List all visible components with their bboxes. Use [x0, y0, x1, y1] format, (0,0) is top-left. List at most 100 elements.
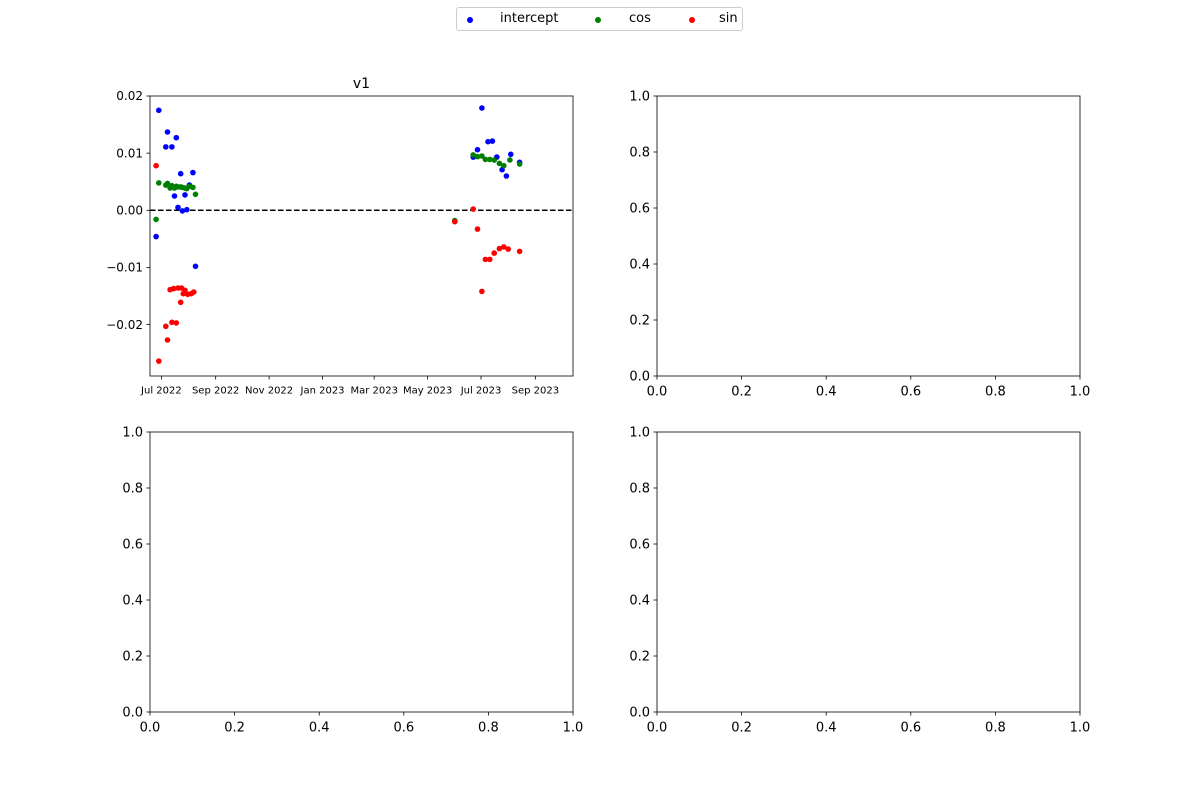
- y-tick-label: 0.00: [116, 203, 143, 217]
- x-tick-label: 0.4: [309, 721, 330, 736]
- data-point-intercept: [179, 208, 186, 214]
- y-tick-label: 0.8: [629, 482, 650, 497]
- data-point-sin: [479, 288, 485, 295]
- y-tick-label: 0.6: [122, 538, 143, 553]
- x-tick-label: 0.2: [731, 385, 752, 400]
- plot-frame-empty: [149, 431, 574, 713]
- data-point-sin: [482, 256, 489, 263]
- data-point-sin: [191, 289, 197, 295]
- y-tick-label: −0.01: [106, 261, 143, 275]
- data-point-cos: [501, 162, 507, 169]
- y-tick-label: 1.0: [629, 90, 650, 105]
- y-tick-label: 0.2: [629, 314, 650, 329]
- data-point-intercept: [489, 138, 496, 144]
- legend-marker-sin: [689, 17, 695, 23]
- data-point-cos: [190, 184, 196, 191]
- data-point-intercept: [184, 206, 190, 213]
- data-point-sin: [487, 256, 493, 263]
- x-tick-label: 0.2: [731, 721, 752, 736]
- y-tick-label: 0.0: [122, 706, 143, 721]
- x-tick-label: 0.0: [140, 721, 161, 736]
- data-point-intercept: [485, 138, 491, 145]
- data-point-sin: [163, 323, 169, 330]
- data-point-intercept: [173, 134, 180, 141]
- data-point-intercept: [192, 263, 199, 270]
- x-tick-label: 0.2: [224, 721, 245, 736]
- data-point-intercept: [190, 169, 196, 176]
- x-tick-label: 1.0: [563, 721, 584, 736]
- data-point-sin: [474, 226, 481, 232]
- x-tick-label: 1.0: [1070, 385, 1091, 400]
- data-point-cos: [487, 156, 493, 163]
- data-point-intercept: [163, 144, 169, 150]
- y-tick-label: 1.0: [629, 426, 650, 441]
- plot-frame-empty: [656, 95, 1081, 377]
- data-point-sin: [505, 246, 512, 252]
- data-point-sin: [177, 299, 184, 306]
- legend: intercept cos sin: [456, 7, 743, 31]
- y-tick-label: 0.4: [629, 258, 650, 273]
- x-tick-label: Sep 2023: [512, 386, 559, 397]
- data-point-sin: [491, 250, 498, 256]
- y-tick-label: 0.8: [629, 146, 650, 161]
- x-tick-label: May 2023: [403, 386, 452, 397]
- x-tick-label: 0.6: [900, 385, 921, 400]
- data-point-cos: [479, 153, 485, 159]
- y-tick-label: 0.2: [629, 650, 650, 665]
- y-tick-label: 0.4: [629, 594, 650, 609]
- data-point-cos: [164, 180, 171, 187]
- x-tick-label: 0.6: [900, 721, 921, 736]
- data-point-sin: [153, 162, 159, 169]
- x-tick-label: Sep 2022: [192, 386, 239, 397]
- legend-label-cos: cos: [629, 11, 651, 26]
- x-tick-label: Mar 2023: [350, 386, 398, 397]
- data-point-intercept: [503, 173, 510, 179]
- data-point-intercept: [474, 146, 481, 153]
- x-tick-label: 1.0: [1070, 721, 1091, 736]
- data-point-cos: [496, 160, 503, 167]
- data-point-sin: [164, 337, 171, 343]
- chart-title: v1: [353, 76, 370, 92]
- data-point-cos: [156, 180, 162, 186]
- data-point-cos: [482, 156, 489, 163]
- legend-label-intercept: intercept: [500, 11, 559, 26]
- y-tick-label: 0.6: [629, 202, 650, 217]
- y-tick-label: 0.0: [629, 706, 650, 721]
- data-point-intercept: [169, 144, 175, 150]
- data-point-sin: [470, 206, 477, 212]
- data-point-intercept: [164, 129, 171, 135]
- y-tick-label: 1.0: [122, 426, 143, 441]
- x-tick-label: Jul 2022: [140, 386, 182, 397]
- x-tick-label: 0.4: [816, 385, 837, 400]
- x-tick-label: 0.0: [647, 385, 668, 400]
- data-point-intercept: [182, 192, 188, 198]
- data-point-sin: [173, 320, 180, 326]
- data-point-sin: [156, 358, 162, 364]
- y-tick-label: 0.2: [122, 650, 143, 665]
- data-point-intercept: [175, 204, 181, 211]
- data-point-sin: [169, 319, 175, 326]
- x-tick-label: 0.8: [985, 721, 1006, 736]
- y-tick-label: 0.8: [122, 482, 143, 497]
- data-point-cos: [507, 157, 513, 163]
- y-tick-label: 0.02: [116, 89, 143, 103]
- data-point-intercept: [156, 107, 162, 114]
- x-tick-label: 0.8: [985, 385, 1006, 400]
- data-point-cos: [474, 153, 481, 160]
- x-tick-label: 0.8: [478, 721, 499, 736]
- data-point-cos: [491, 157, 498, 163]
- legend-marker-intercept: [467, 17, 473, 23]
- legend-label-sin: sin: [719, 11, 738, 26]
- x-tick-label: 0.4: [816, 721, 837, 736]
- data-point-intercept: [153, 233, 159, 240]
- y-tick-label: 0.0: [629, 370, 650, 385]
- data-point-intercept: [508, 151, 514, 158]
- y-tick-label: 0.01: [116, 146, 143, 160]
- data-point-cos: [192, 191, 199, 198]
- data-point-sin: [170, 285, 177, 292]
- x-tick-label: Jan 2023: [300, 386, 345, 397]
- x-tick-label: Jul 2023: [460, 386, 502, 397]
- data-point-intercept: [479, 105, 485, 111]
- data-point-intercept: [177, 170, 184, 177]
